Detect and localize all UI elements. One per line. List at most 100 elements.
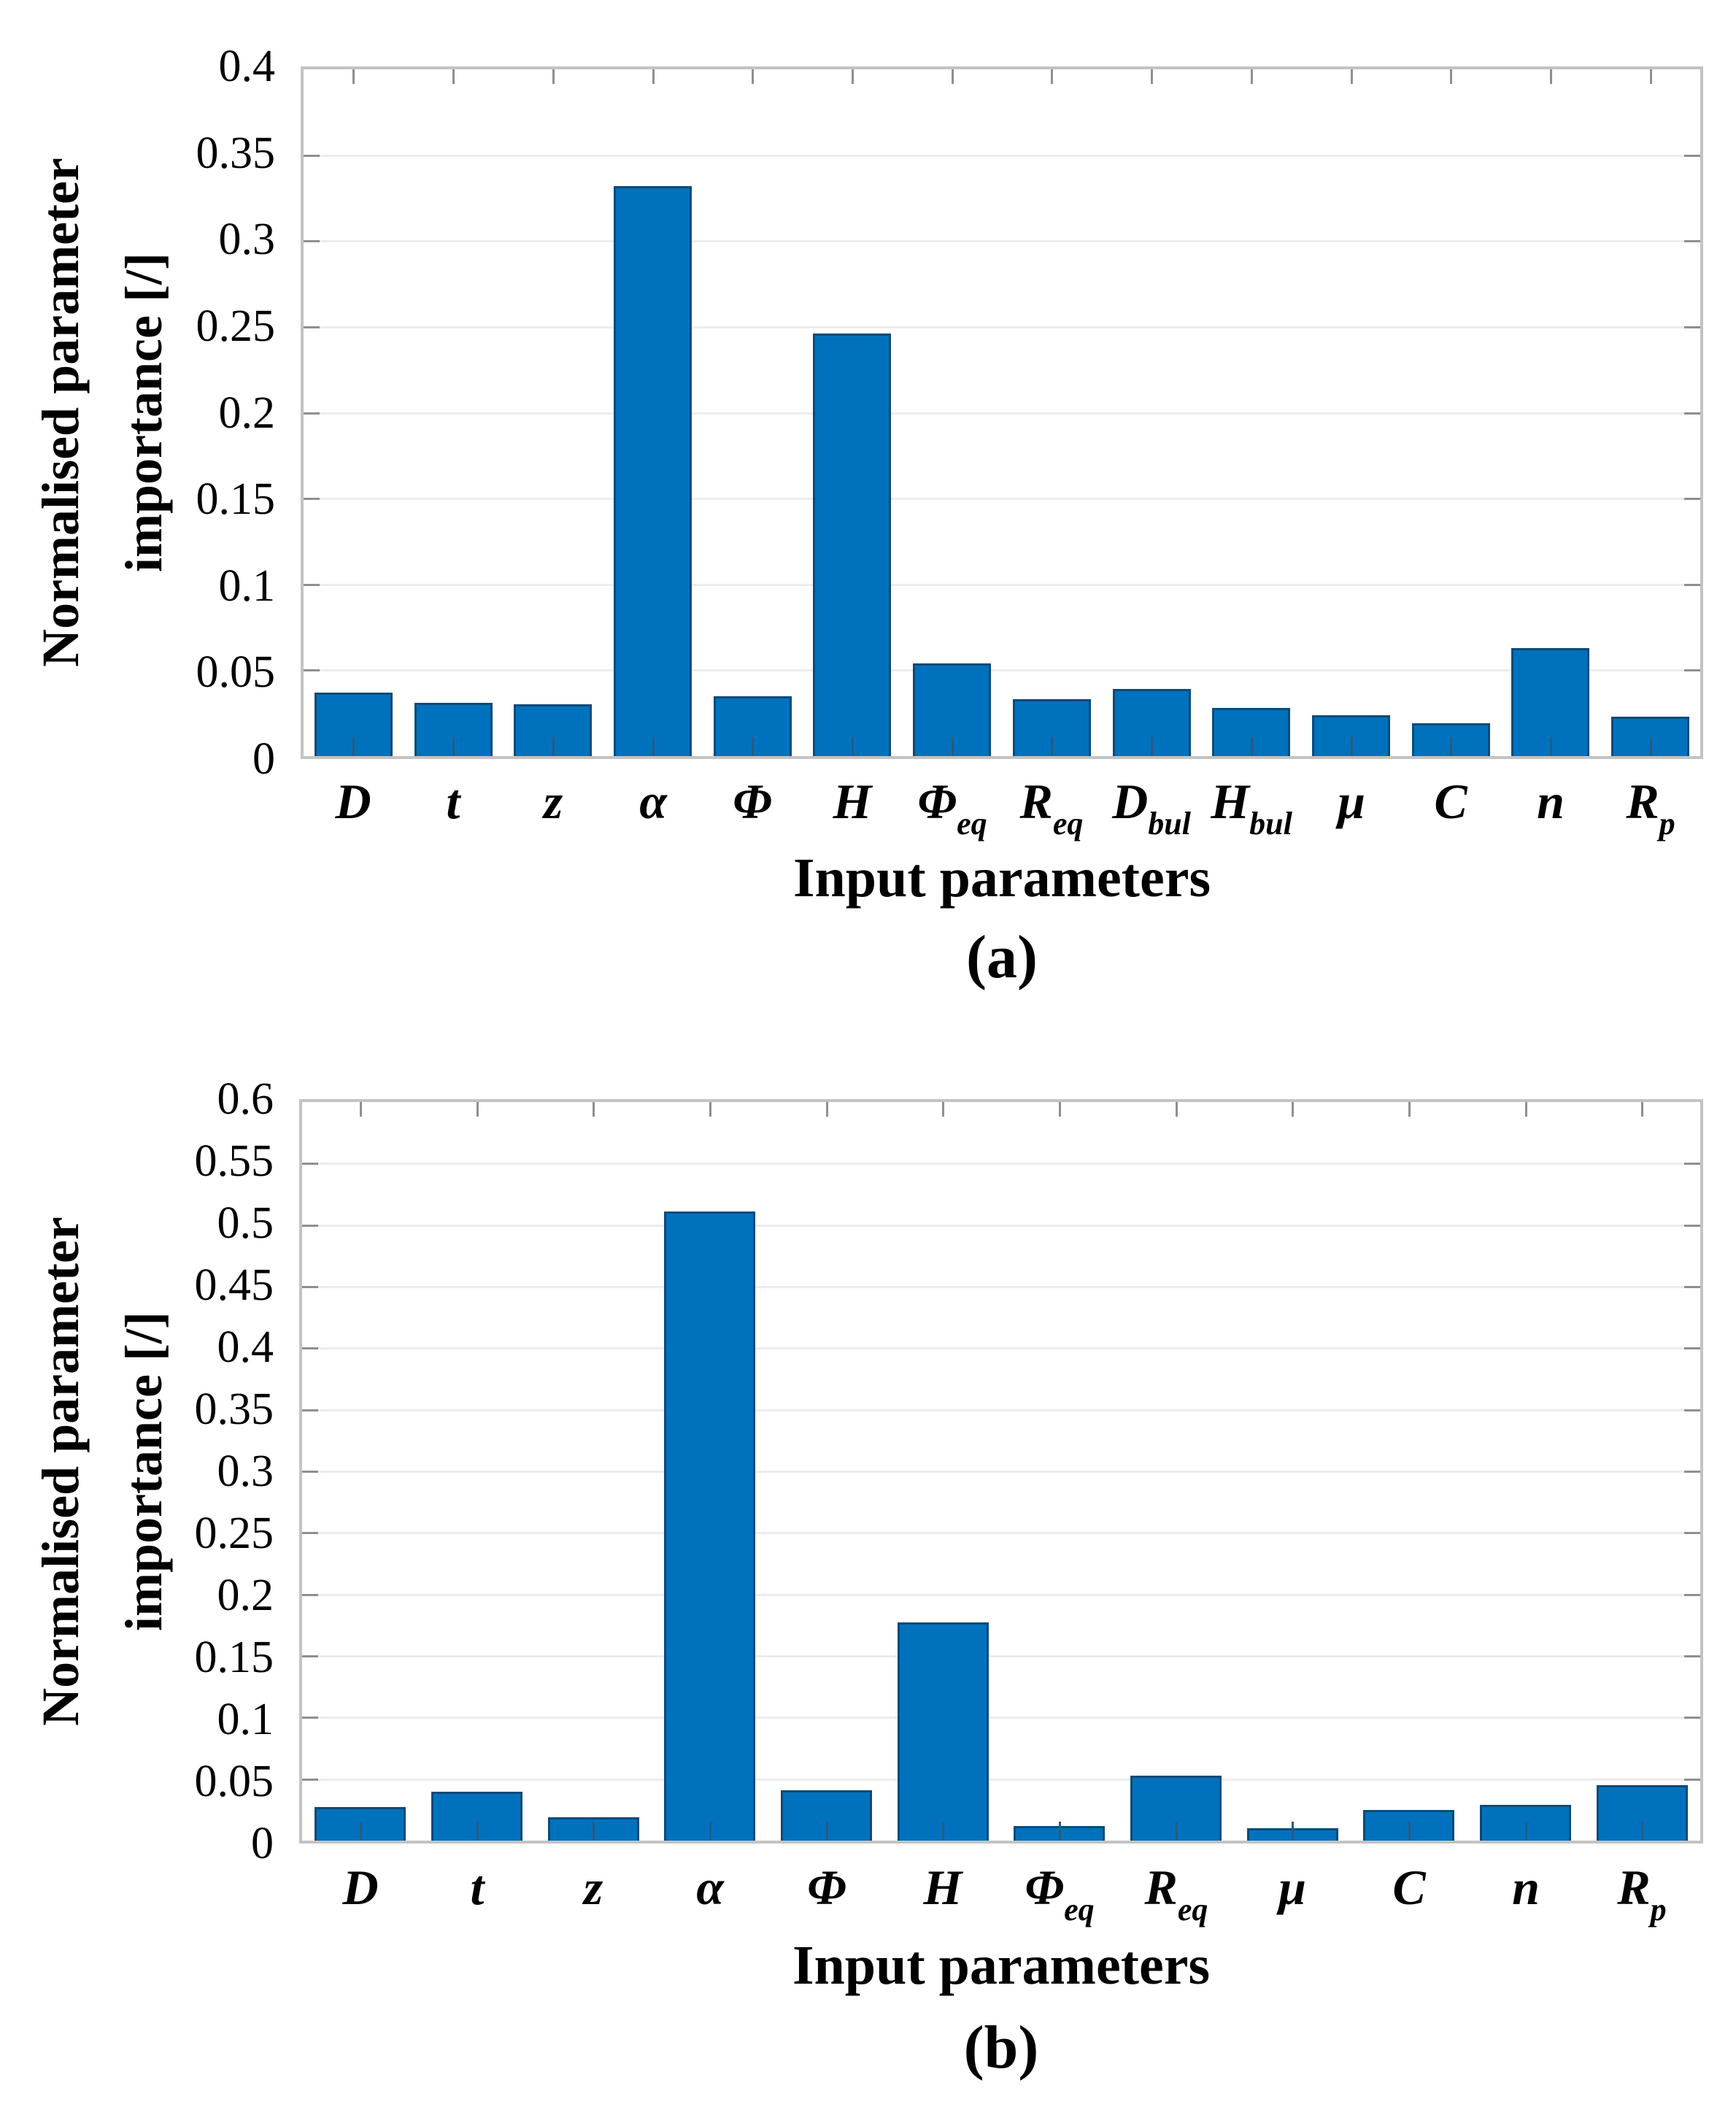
x-category-label: C (1349, 772, 1553, 831)
x-category-subscript: eq (1177, 1892, 1208, 1927)
x-tick-mark (852, 69, 854, 84)
x-category-base: Φ (807, 1860, 846, 1915)
x-tick-mark (452, 69, 455, 84)
x-category-label: C (1307, 1858, 1511, 1917)
x-tick-mark (477, 1822, 479, 1841)
y-tick-mark (1684, 1532, 1700, 1534)
y-tick-mark (302, 1471, 318, 1473)
x-tick-mark (1292, 1102, 1294, 1117)
y-tick-mark (302, 1163, 318, 1165)
x-category-base: D (335, 774, 371, 829)
y-tick-label: 0.45 (194, 1260, 274, 1310)
y-tick-label: 0.3 (217, 1447, 274, 1496)
x-category-subscript: bul (1249, 806, 1292, 841)
y-tick-mark (304, 412, 320, 415)
y-tick-label: 0.6 (217, 1074, 274, 1124)
x-category-label: n (1448, 772, 1653, 831)
x-category-base: H (833, 774, 872, 829)
x-category-label: Φ (725, 1858, 929, 1917)
x-category-subscript: p (1659, 806, 1675, 841)
x-axis-title: Input parameters (792, 847, 1211, 909)
x-category-label: z (491, 1858, 695, 1917)
x-tick-mark (1351, 69, 1353, 84)
y-tick-label: 0 (251, 1819, 274, 1868)
gridline (304, 584, 1700, 586)
x-category-subscript: eq (1052, 806, 1084, 841)
x-category-base: α (696, 1860, 724, 1915)
y-tick-label: 0.1 (218, 561, 276, 611)
x-category-base: n (1512, 1860, 1540, 1915)
x-category-base: Φ (917, 774, 957, 829)
y-tick-mark (1684, 1286, 1700, 1288)
gridline (304, 326, 1700, 328)
y-tick-mark (304, 326, 320, 328)
plot-area (301, 66, 1703, 759)
x-tick-mark (360, 1102, 362, 1117)
y-tick-mark (1684, 1347, 1700, 1349)
x-category-subscript: bul (1148, 806, 1191, 841)
x-category-base: H (1211, 774, 1250, 829)
y-tick-label: 0.05 (196, 647, 276, 698)
panel-label: (a) (966, 923, 1038, 991)
y-tick-mark (1684, 412, 1700, 415)
y-tick-label: 0.25 (194, 1509, 274, 1558)
y-tick-mark (304, 155, 320, 157)
plot-area (299, 1099, 1703, 1844)
y-tick-label: 0.15 (194, 1633, 274, 1682)
y-tick-mark (1684, 1409, 1700, 1411)
x-axis-title: Input parameters (792, 1935, 1211, 1996)
x-tick-mark (552, 69, 555, 84)
bar (664, 1212, 755, 1841)
y-tick-label: 0.2 (217, 1571, 274, 1620)
x-category-label: H (841, 1858, 1045, 1917)
y-tick-mark (1684, 1594, 1700, 1596)
x-category-base: t (470, 1860, 485, 1915)
bar (414, 703, 493, 756)
x-category-base: R (1617, 1860, 1651, 1915)
x-tick-mark (593, 1102, 595, 1117)
x-category-label: μ (1190, 1858, 1394, 1917)
x-tick-mark (752, 69, 754, 84)
x-category-label: t (375, 1858, 579, 1917)
x-tick-mark (942, 1102, 944, 1117)
y-tick-mark (1684, 1225, 1700, 1227)
bar (614, 186, 692, 756)
y-tick-mark (302, 1594, 318, 1596)
x-category-subscript: eq (957, 806, 987, 841)
gridline (302, 1717, 1700, 1719)
y-tick-mark (1684, 155, 1700, 157)
x-tick-mark (826, 1822, 828, 1841)
x-category-base: D (1112, 774, 1149, 829)
x-category-label: Req (949, 772, 1154, 840)
y-tick-label: 0.15 (196, 474, 276, 525)
x-tick-mark (1550, 69, 1552, 84)
gridline (302, 1286, 1700, 1288)
x-tick-mark (1351, 737, 1353, 756)
x-tick-mark (852, 737, 854, 756)
x-tick-mark (1151, 69, 1153, 84)
y-tick-label: 0.2 (218, 388, 276, 438)
x-category-label: Φeq (957, 1858, 1162, 1926)
x-category-base: μ (1338, 774, 1365, 829)
x-category-label: Dbul (1049, 772, 1254, 840)
y-tick-label: 0.3 (218, 215, 276, 265)
y-tick-mark (304, 669, 320, 671)
x-category-base: z (543, 774, 563, 829)
y-tick-label: 0.25 (196, 301, 276, 351)
y-tick-mark (1684, 326, 1700, 328)
x-category-base: n (1537, 774, 1565, 829)
x-tick-mark (1151, 737, 1153, 756)
x-tick-mark (952, 69, 954, 84)
x-tick-mark (1176, 1102, 1178, 1117)
x-tick-mark (709, 1102, 711, 1117)
x-category-label: z (451, 772, 655, 831)
gridline (304, 155, 1700, 157)
y-tick-mark (1684, 1717, 1700, 1719)
y-tick-mark (302, 1286, 318, 1288)
gridline (304, 669, 1700, 671)
x-tick-mark (1251, 737, 1253, 756)
x-tick-mark (1650, 69, 1652, 84)
gridline (302, 1163, 1700, 1165)
